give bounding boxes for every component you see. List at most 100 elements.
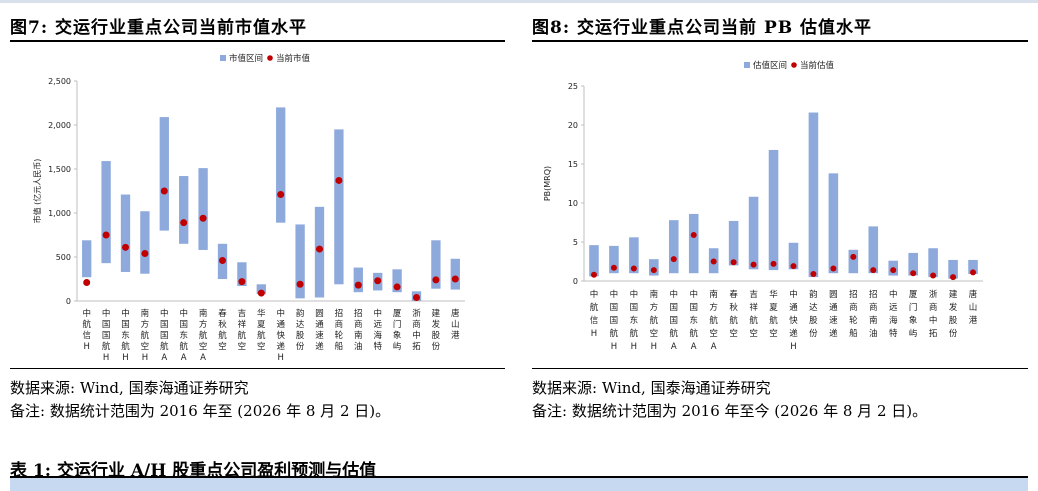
current-value-dot	[83, 279, 91, 287]
category-label-char: 特	[889, 328, 898, 339]
category-label-char: 韵	[296, 308, 305, 319]
category-label-char: 航	[630, 328, 639, 339]
current-value-dot	[141, 249, 149, 257]
category-label-char: 特	[373, 341, 382, 352]
current-value-dot	[810, 270, 817, 277]
category-label-char: 南	[709, 289, 718, 300]
category-label-char: A	[671, 342, 677, 352]
category-label-char: 达	[296, 319, 305, 330]
category-label-char: 空	[650, 328, 659, 339]
category-label-char: 中	[670, 289, 679, 300]
category-label-char: 航	[670, 328, 679, 339]
current-value-dot	[413, 293, 420, 301]
category-label-char: 空	[141, 341, 150, 352]
category-label-char: 拓	[412, 341, 421, 352]
category-label-char: 航	[650, 315, 659, 326]
range-bar	[159, 117, 169, 231]
range-bar	[788, 242, 799, 270]
category-label-char: 中	[102, 308, 111, 319]
figure-7-source: 数据来源: Wind, 国泰海通证券研究	[10, 379, 249, 397]
range-bar	[334, 129, 344, 285]
category-label-char: 航	[590, 302, 599, 313]
y-tick-label: 1,000	[48, 209, 71, 218]
category-label-char: 航	[749, 315, 758, 326]
category-label-char: 轮	[849, 315, 858, 326]
current-value-dot	[770, 260, 777, 267]
current-value-dot	[950, 274, 957, 281]
category-label-char: 国	[689, 303, 698, 313]
range-bar	[295, 224, 305, 299]
category-label-char: 国	[630, 303, 639, 313]
legend-range-swatch	[220, 55, 226, 61]
category-label-char: 轮	[335, 330, 344, 341]
category-label-char: 商	[335, 319, 344, 330]
current-value-dot	[750, 261, 757, 268]
category-label-char: 空	[729, 328, 738, 339]
category-label-char: 快	[789, 315, 798, 326]
range-bar	[256, 284, 266, 294]
category-label-char: 南	[199, 308, 208, 319]
category-label-char: 航	[102, 341, 111, 352]
category-label-char: 国	[179, 320, 188, 330]
figure-7-top-rule	[10, 40, 505, 42]
category-label-char: 春	[729, 289, 738, 300]
category-label: 唐山港	[451, 308, 460, 341]
range-bar	[120, 194, 131, 272]
category-label-char: 厦	[909, 290, 918, 300]
category-label-char: 建	[432, 308, 441, 319]
category-label-char: H	[591, 329, 597, 339]
category-label-char: 航	[689, 328, 698, 339]
current-value-dot	[910, 270, 917, 277]
y-tick-label: 500	[56, 253, 71, 262]
y-tick-label: 10	[568, 199, 578, 208]
category-label-char: 华	[769, 289, 778, 300]
current-value-dot	[102, 231, 110, 239]
category-label-char: 商	[412, 319, 421, 330]
range-bar	[198, 168, 208, 250]
category-label-char: 中	[373, 308, 382, 319]
category-label-char: 吉	[238, 309, 247, 319]
category-label-char: 达	[809, 302, 818, 313]
category-label-char: A	[691, 342, 697, 352]
category-label-char: 中	[689, 289, 698, 300]
category-label-char: 象	[909, 315, 918, 326]
range-bar	[688, 213, 699, 274]
range-bar	[728, 220, 739, 266]
category-label-char: 拓	[929, 328, 938, 339]
category-label-char: 远	[373, 320, 382, 330]
category-label-char: A	[181, 353, 187, 363]
category-label-char: 吉	[749, 290, 758, 300]
category-label-char: 空	[238, 341, 247, 352]
current-value-dot	[710, 258, 717, 265]
category-label-char: 份	[296, 341, 305, 352]
category-label-char: H	[651, 342, 657, 352]
current-value-dot	[590, 271, 597, 278]
category-label-char: 祥	[238, 319, 247, 330]
category-label-char: 海	[373, 330, 382, 341]
legend-current-label: 当前估值	[800, 60, 835, 71]
range-bar	[928, 248, 938, 278]
range-bar	[609, 245, 619, 274]
current-value-dot	[610, 264, 617, 271]
category-label-char: 通	[276, 319, 285, 330]
category-label-char: 商	[869, 302, 878, 313]
category-label-char: 航	[610, 328, 619, 339]
category-label-char: 圆	[315, 309, 324, 319]
category-label-char: 海	[889, 315, 898, 326]
range-bar	[276, 107, 286, 223]
category-label-char: 份	[949, 328, 958, 339]
current-value-dot	[296, 280, 304, 288]
category-label-char: 国	[610, 316, 619, 326]
range-bar	[353, 267, 363, 293]
